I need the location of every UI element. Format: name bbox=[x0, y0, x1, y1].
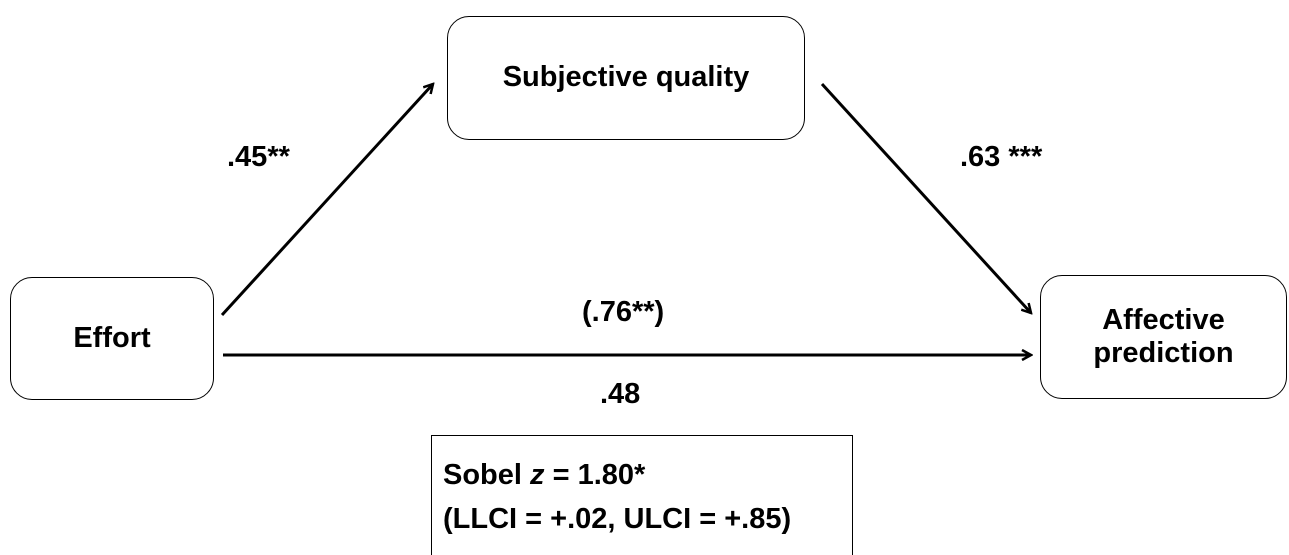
predictor-label: Effort bbox=[73, 321, 151, 354]
outcome-label-line2: prediction bbox=[1093, 337, 1234, 369]
sobel-prefix: Sobel bbox=[443, 459, 531, 491]
confidence-interval-line: (LLCI = +.02, ULCI = +.85) bbox=[443, 503, 792, 535]
mediator-node: Subjective quality bbox=[447, 16, 805, 140]
mediator-label: Subjective quality bbox=[502, 61, 750, 94]
sobel-line: Sobel z = 1.80* bbox=[443, 453, 852, 497]
path-a-coefficient: .45** bbox=[227, 141, 290, 173]
outcome-label-line1: Affective bbox=[1102, 303, 1225, 336]
sobel-z-symbol: z bbox=[530, 459, 545, 491]
sobel-test-box: Sobel z = 1.80* (LLCI = +.02, ULCI = +.8… bbox=[431, 435, 853, 555]
predictor-node: Effort bbox=[10, 277, 214, 400]
path-arrows bbox=[220, 0, 1289, 541]
direct-effect-coefficient: .48 bbox=[600, 378, 641, 410]
sobel-z-value: = 1.80* bbox=[544, 459, 646, 491]
path-b-coefficient: .63 *** bbox=[960, 141, 1043, 173]
path-a-arrow bbox=[220, 84, 433, 317]
outcome-node: Affective prediction bbox=[1040, 275, 1287, 399]
total-effect-coefficient: (.76**) bbox=[582, 296, 665, 328]
path-b-arrow bbox=[820, 82, 1031, 313]
